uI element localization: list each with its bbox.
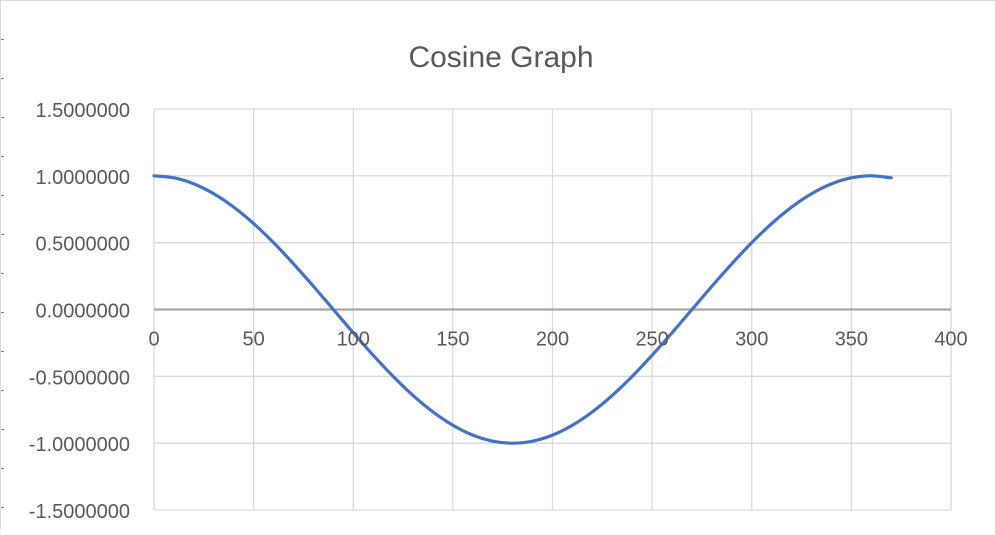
y-tick-label: -1.0000000 (29, 434, 130, 456)
x-tick-label: 150 (436, 329, 469, 351)
x-tick-label: 50 (243, 329, 265, 351)
series-line (152, 174, 893, 445)
series-layer (152, 174, 893, 445)
x-tick-label: 300 (735, 329, 768, 351)
x-axis-labels: 0 50 100 150 200 250 300 350 400 (148, 329, 967, 351)
x-tick-label: 200 (536, 329, 569, 351)
x-tick-label: 350 (835, 329, 868, 351)
y-tick-label: 0.5000000 (35, 234, 130, 256)
left-edge-marks (1, 1, 4, 530)
y-tick-label: 1.0000000 (35, 167, 130, 189)
x-tick-label: 400 (934, 329, 967, 351)
x-tick-label: 0 (148, 329, 159, 351)
x-tick-label: 250 (635, 329, 668, 351)
y-tick-label: -1.5000000 (29, 501, 130, 523)
y-tick-label: 0.0000000 (35, 301, 130, 323)
x-tick-label: 100 (337, 329, 370, 351)
y-tick-label: -0.5000000 (29, 367, 130, 389)
y-tick-label: 1.5000000 (35, 100, 130, 122)
y-axis-labels: 1.5000000 1.0000000 0.5000000 0.0000000 -0.5… (29, 100, 130, 523)
chart-title: Cosine Graph (408, 41, 593, 74)
